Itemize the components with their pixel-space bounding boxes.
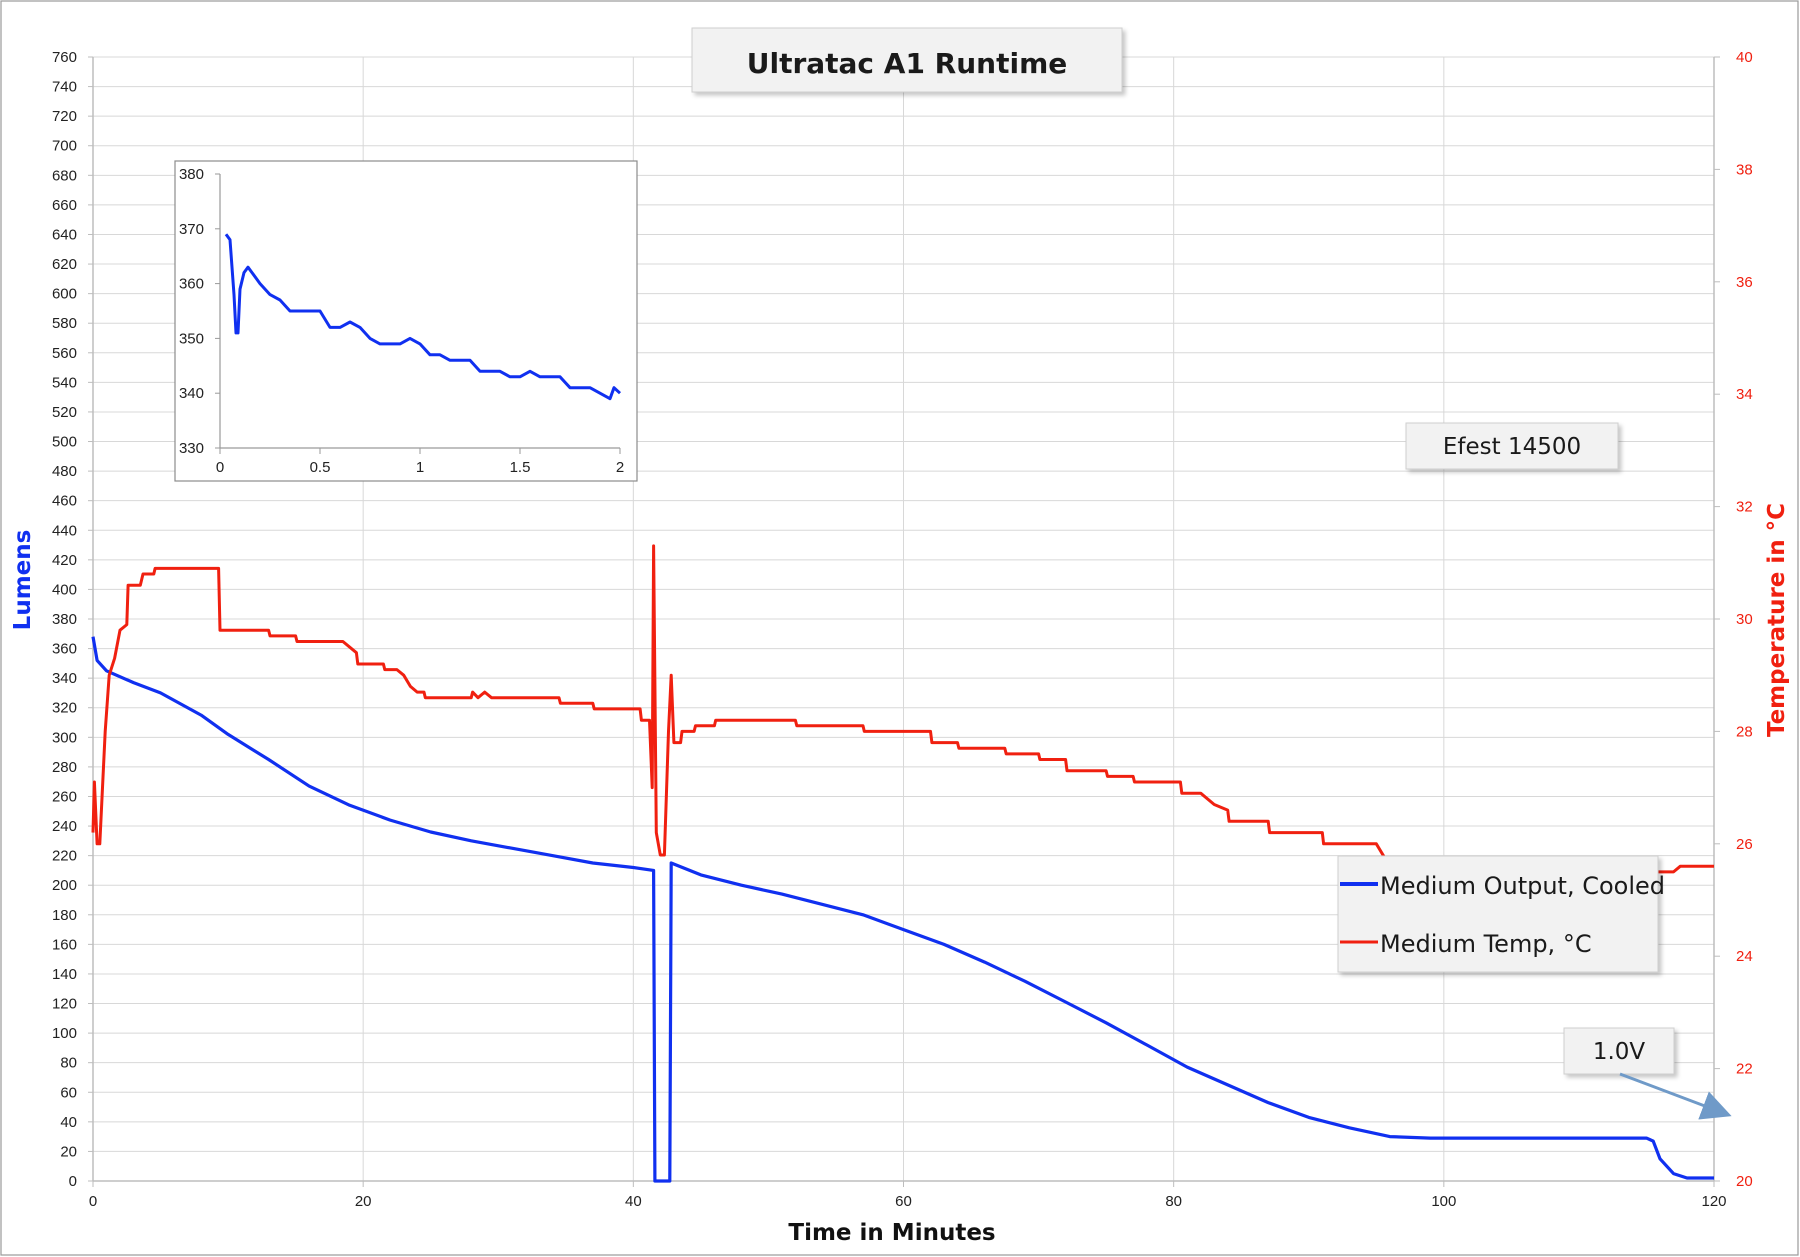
y-tick-label: 640 (52, 226, 77, 243)
inset-frame (174, 160, 638, 482)
x-tick-label: 0 (89, 1193, 97, 1210)
y-tick-label: 660 (52, 197, 77, 214)
y-axis-title: Lumens (10, 530, 36, 631)
series-line-temp (91, 544, 1714, 874)
y2-tick-label: 30 (1736, 611, 1753, 628)
y-tick-label: 540 (52, 374, 77, 391)
y2-tick-label: 38 (1736, 161, 1753, 178)
y-tick-label: 620 (52, 256, 77, 273)
inset-x-tick-label: 1 (416, 459, 424, 476)
legend: Medium Output, Cooled Medium Temp, °C (1337, 855, 1665, 973)
y-tick-label: 460 (52, 493, 77, 510)
y-tick-label: 40 (60, 1114, 77, 1131)
inset-x-tick-label: 0.5 (310, 459, 331, 476)
y-tick-label: 520 (52, 404, 77, 421)
y-tick-label: 440 (52, 522, 77, 539)
voltage-arrow (1619, 1072, 1732, 1120)
y-tick-label: 260 (52, 788, 77, 805)
y-tick-label: 160 (52, 936, 77, 953)
x-tick-label: 20 (355, 1193, 372, 1210)
y2-tick-label: 32 (1736, 499, 1753, 516)
x-tick-label: 80 (1165, 1193, 1182, 1210)
title-box: Ultratac A1 Runtime (691, 27, 1123, 93)
inset-y-tick-label: 340 (179, 385, 204, 402)
y-tick-label: 400 (52, 581, 77, 598)
y-tick-label: 100 (52, 1025, 77, 1042)
voltage-annotation: 1.0V (1563, 1027, 1732, 1120)
inset-y-tick-label: 370 (179, 221, 204, 238)
x-tick-label: 60 (895, 1193, 912, 1210)
voltage-annotation-text: 1.0V (1593, 1039, 1646, 1065)
inset-y-tick-label: 330 (179, 440, 204, 457)
inset-x-tick-label: 1.5 (510, 459, 531, 476)
y-tick-label: 340 (52, 670, 77, 687)
y-tick-label: 80 (60, 1055, 77, 1072)
y-tick-label: 360 (52, 641, 77, 658)
y-tick-label: 500 (52, 434, 77, 451)
y-tick-label: 180 (52, 907, 77, 924)
y2-tick-label: 26 (1736, 836, 1753, 853)
legend-label-output: Medium Output, Cooled (1380, 872, 1665, 900)
y-tick-label: 600 (52, 286, 77, 303)
series-layer (91, 544, 1714, 1183)
inset-x-tick-label: 0 (216, 459, 224, 476)
y-tick-label: 480 (52, 463, 77, 480)
axes: 0204060801001201401601802002202402602803… (52, 49, 1753, 1210)
y2-tick-label: 28 (1736, 723, 1753, 740)
grid-lines (93, 56, 1714, 1181)
y-tick-label: 120 (52, 996, 77, 1013)
legend-label-temp: Medium Temp, °C (1380, 930, 1592, 958)
battery-annotation: Efest 14500 (1405, 422, 1619, 470)
inset-series (224, 233, 622, 401)
y2-axis-title: Temperature in °C (1764, 503, 1790, 737)
y2-tick-label: 24 (1736, 948, 1753, 965)
y-tick-label: 760 (52, 49, 77, 66)
y-tick-label: 380 (52, 611, 77, 628)
battery-annotation-text: Efest 14500 (1443, 434, 1581, 460)
x-tick-label: 120 (1701, 1193, 1726, 1210)
y2-tick-label: 22 (1736, 1061, 1753, 1078)
inset-y-tick-label: 380 (179, 166, 204, 183)
inset-y-tick-label: 360 (179, 276, 204, 293)
inset-y-tick-label: 350 (179, 330, 204, 347)
y-tick-label: 580 (52, 315, 77, 332)
y-tick-label: 20 (60, 1143, 77, 1160)
y-tick-label: 140 (52, 966, 77, 983)
y-tick-label: 680 (52, 167, 77, 184)
inset-chart: 330 340 350 360 370 380 0 0.5 1 1.5 2 (174, 160, 638, 482)
x-tick-label: 100 (1431, 1193, 1456, 1210)
y-tick-label: 560 (52, 345, 77, 362)
y2-tick-label: 40 (1736, 49, 1753, 66)
inset-axes: 330 340 350 360 370 380 0 0.5 1 1.5 2 (179, 166, 624, 476)
y2-tick-label: 34 (1736, 386, 1753, 403)
x-tick-label: 40 (625, 1193, 642, 1210)
y-tick-label: 320 (52, 700, 77, 717)
chart-title: Ultratac A1 Runtime (747, 47, 1068, 80)
y-tick-label: 240 (52, 818, 77, 835)
y-tick-label: 280 (52, 759, 77, 776)
y-tick-label: 720 (52, 108, 77, 125)
y-tick-label: 220 (52, 848, 77, 865)
x-axis-title: Time in Minutes (788, 1220, 995, 1246)
y-tick-label: 700 (52, 138, 77, 155)
inset-x-tick-label: 2 (616, 459, 624, 476)
y2-tick-label: 20 (1736, 1173, 1753, 1190)
y-tick-label: 0 (69, 1173, 77, 1190)
y-tick-label: 300 (52, 729, 77, 746)
series-line-output (91, 636, 1714, 1183)
y-tick-label: 60 (60, 1084, 77, 1101)
inset-series-line (224, 233, 622, 401)
y-tick-label: 740 (52, 79, 77, 96)
y2-tick-label: 36 (1736, 274, 1753, 291)
y-tick-label: 200 (52, 877, 77, 894)
y-tick-label: 420 (52, 552, 77, 569)
